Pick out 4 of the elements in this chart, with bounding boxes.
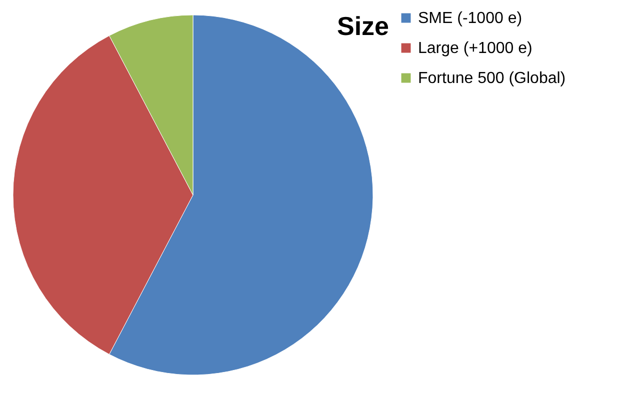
legend-label: Large (+1000 e)	[418, 40, 532, 57]
chart-title: Size	[336, 11, 390, 41]
legend-label: SME (-1000 e)	[418, 10, 522, 27]
legend-label: Fortune 500 (Global)	[418, 70, 566, 87]
